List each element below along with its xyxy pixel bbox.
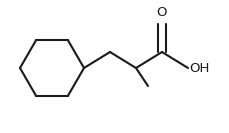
Text: OH: OH bbox=[188, 61, 208, 74]
Text: O: O bbox=[156, 6, 166, 19]
